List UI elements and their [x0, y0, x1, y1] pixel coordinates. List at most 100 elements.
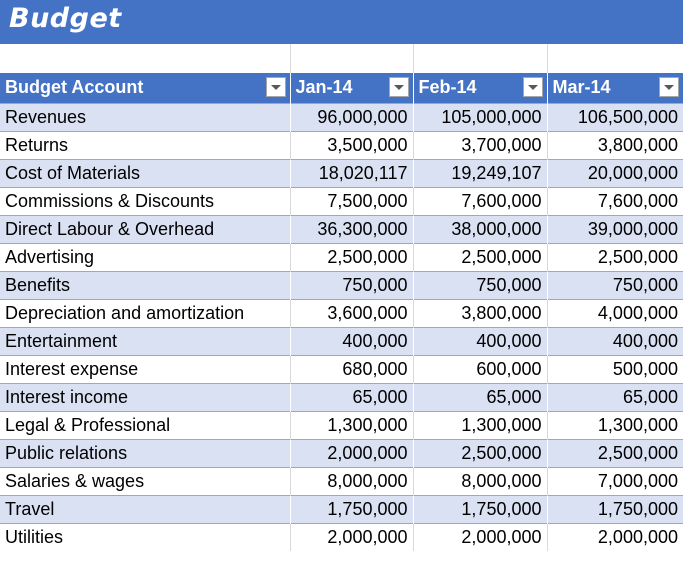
amount-cell[interactable]: 106,500,000 [547, 102, 683, 131]
amount-cell[interactable]: 1,750,000 [290, 494, 414, 523]
sheet-title-bar: Budget [0, 0, 683, 44]
amount-cell[interactable]: 3,500,000 [290, 130, 414, 159]
gridline [290, 44, 291, 73]
amount-cell[interactable]: 2,500,000 [290, 242, 414, 271]
account-name-cell[interactable]: Salaries & wages [0, 466, 291, 495]
amount-cell[interactable]: 96,000,000 [290, 102, 414, 131]
account-name-cell[interactable]: Returns [0, 130, 291, 159]
account-name-cell[interactable]: Depreciation and amortization [0, 298, 291, 327]
gridline [547, 44, 548, 73]
amount-cell[interactable]: 3,800,000 [547, 130, 683, 159]
chevron-down-icon [270, 84, 281, 90]
amount-cell[interactable]: 8,000,000 [413, 466, 548, 495]
column-header-label: Feb-14 [418, 77, 477, 98]
amount-cell[interactable]: 400,000 [413, 326, 548, 355]
filter-dropdown-button[interactable] [265, 77, 286, 97]
account-name-cell[interactable]: Commissions & Discounts [0, 186, 291, 215]
account-name-cell[interactable]: Cost of Materials [0, 158, 291, 187]
amount-cell[interactable]: 750,000 [290, 270, 414, 299]
amount-cell[interactable]: 2,000,000 [290, 438, 414, 467]
amount-cell[interactable]: 3,700,000 [413, 130, 548, 159]
column-header[interactable]: Feb-14 [413, 73, 548, 103]
table-row: Returns 3,500,000 3,700,000 3,800,000 [0, 130, 683, 159]
amount-cell[interactable]: 65,000 [547, 382, 683, 411]
amount-cell[interactable]: 38,000,000 [413, 214, 548, 243]
amount-cell[interactable]: 400,000 [290, 326, 414, 355]
table-row: Commissions & Discounts 7,500,000 7,600,00… [0, 186, 683, 215]
filter-dropdown-button[interactable] [522, 77, 543, 97]
amount-cell[interactable]: 2,500,000 [547, 242, 683, 271]
account-name-cell[interactable]: Legal & Professional [0, 410, 291, 439]
amount-cell[interactable]: 65,000 [290, 382, 414, 411]
amount-cell[interactable]: 7,500,000 [290, 186, 414, 215]
amount-cell[interactable]: 680,000 [290, 354, 414, 383]
chevron-down-icon [664, 84, 674, 90]
amount-cell[interactable]: 1,750,000 [547, 494, 683, 523]
empty-row[interactable] [0, 44, 683, 73]
amount-cell[interactable]: 65,000 [413, 382, 548, 411]
amount-cell[interactable]: 20,000,000 [547, 158, 683, 187]
table-row: Utilities 2,000,000 2,000,000 2,000,000 [0, 522, 683, 551]
amount-cell[interactable]: 500,000 [547, 354, 683, 383]
table-row: Depreciation and amortization 3,600,000 3,… [0, 298, 683, 327]
amount-cell[interactable]: 2,500,000 [547, 438, 683, 467]
amount-cell[interactable]: 18,020,117 [290, 158, 414, 187]
amount-cell[interactable]: 1,300,000 [413, 410, 548, 439]
amount-cell[interactable]: 7,000,000 [547, 466, 683, 495]
amount-cell[interactable]: 3,600,000 [290, 298, 414, 327]
amount-cell[interactable]: 1,300,000 [290, 410, 414, 439]
filter-dropdown-button[interactable] [659, 77, 679, 97]
amount-cell[interactable]: 2,500,000 [413, 438, 548, 467]
table-row: Entertainment 400,000 400,000 400,000 [0, 326, 683, 355]
amount-cell[interactable]: 36,300,000 [290, 214, 414, 243]
amount-cell[interactable]: 4,000,000 [547, 298, 683, 327]
table-body: Revenues 96,000,000 105,000,000 106,500,000… [0, 102, 683, 551]
account-name-cell[interactable]: Utilities [0, 522, 291, 551]
account-name-cell[interactable]: Interest expense [0, 354, 291, 383]
amount-cell[interactable]: 3,800,000 [413, 298, 548, 327]
table-row: Legal & Professional 1,300,000 1,300,000 1,… [0, 410, 683, 439]
table-row: Travel 1,750,000 1,750,000 1,750,000 [0, 494, 683, 523]
filter-dropdown-button[interactable] [388, 77, 409, 97]
amount-cell[interactable]: 8,000,000 [290, 466, 414, 495]
table-row: Revenues 96,000,000 105,000,000 106,500,000 [0, 102, 683, 131]
amount-cell[interactable]: 19,249,107 [413, 158, 548, 187]
amount-cell[interactable]: 2,500,000 [413, 242, 548, 271]
account-name-cell[interactable]: Advertising [0, 242, 291, 271]
chevron-down-icon [527, 84, 538, 90]
table-row: Cost of Materials 18,020,117 19,249,107 20,… [0, 158, 683, 187]
table-row: Benefits 750,000 750,000 750,000 [0, 270, 683, 299]
amount-cell[interactable]: 7,600,000 [547, 186, 683, 215]
account-name-cell[interactable]: Direct Labour & Overhead [0, 214, 291, 243]
amount-cell[interactable]: 2,000,000 [547, 522, 683, 551]
amount-cell[interactable]: 39,000,000 [547, 214, 683, 243]
table-row: Interest expense 680,000 600,000 500,000 [0, 354, 683, 383]
account-name-cell[interactable]: Public relations [0, 438, 291, 467]
amount-cell[interactable]: 750,000 [413, 270, 548, 299]
amount-cell[interactable]: 400,000 [547, 326, 683, 355]
account-name-cell[interactable]: Entertainment [0, 326, 291, 355]
amount-cell[interactable]: 750,000 [547, 270, 683, 299]
amount-cell[interactable]: 600,000 [413, 354, 548, 383]
column-header-label: Jan-14 [295, 77, 353, 98]
chevron-down-icon [393, 84, 404, 90]
column-header-label: Mar-14 [552, 77, 611, 98]
amount-cell[interactable]: 1,300,000 [547, 410, 683, 439]
amount-cell[interactable]: 105,000,000 [413, 102, 548, 131]
table-row: Advertising 2,500,000 2,500,000 2,500,000 [0, 242, 683, 271]
amount-cell[interactable]: 1,750,000 [413, 494, 548, 523]
column-header[interactable]: Budget Account [0, 73, 291, 103]
sheet-title[interactable]: Budget [9, 3, 122, 34]
amount-cell[interactable]: 2,000,000 [290, 522, 414, 551]
amount-cell[interactable]: 7,600,000 [413, 186, 548, 215]
table-row: Direct Labour & Overhead 36,300,000 38,000… [0, 214, 683, 243]
column-header[interactable]: Jan-14 [290, 73, 414, 103]
header-row: Budget Account Jan-14 Feb-14 Mar-14 [0, 73, 683, 103]
account-name-cell[interactable]: Interest income [0, 382, 291, 411]
account-name-cell[interactable]: Revenues [0, 102, 291, 131]
table-row: Interest income 65,000 65,000 65,000 [0, 382, 683, 411]
account-name-cell[interactable]: Benefits [0, 270, 291, 299]
account-name-cell[interactable]: Travel [0, 494, 291, 523]
column-header[interactable]: Mar-14 [547, 73, 683, 103]
amount-cell[interactable]: 2,000,000 [413, 522, 548, 551]
